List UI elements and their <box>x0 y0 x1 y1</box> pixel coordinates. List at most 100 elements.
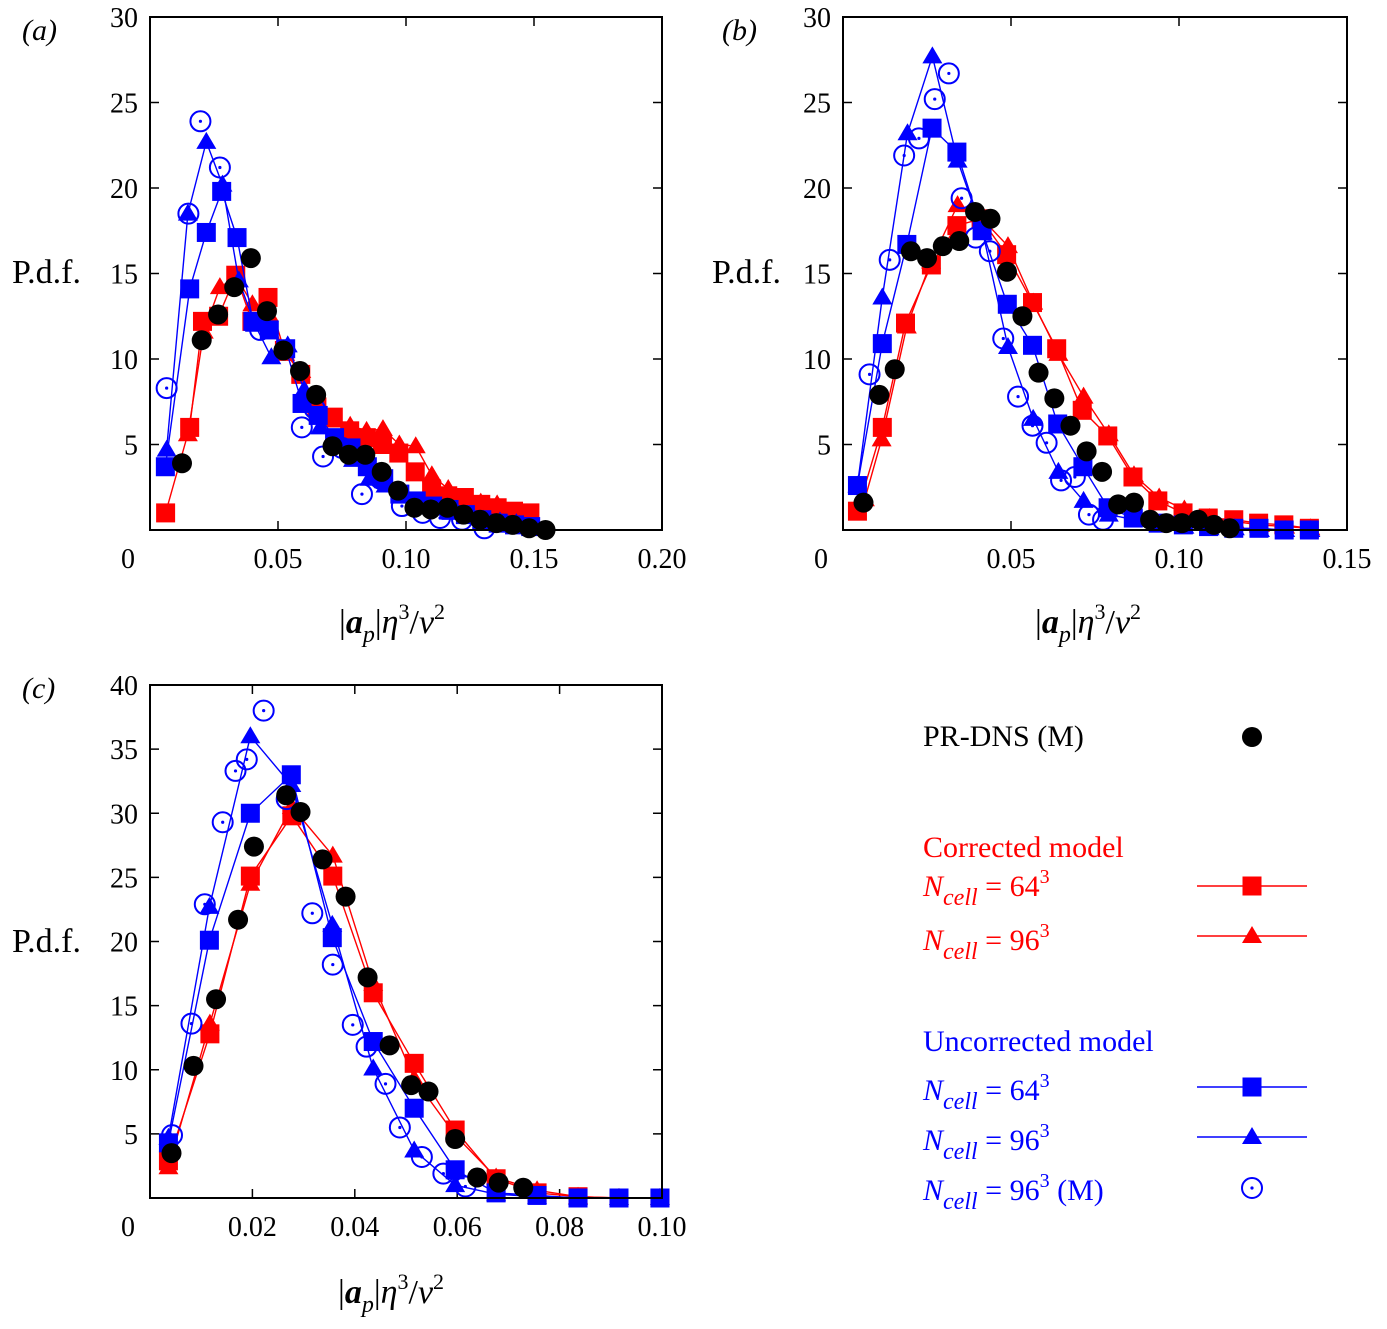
data-point <box>1060 415 1081 436</box>
data-point <box>980 208 1001 229</box>
panel-a-ylabel: P.d.f. <box>12 254 81 291</box>
y-tick-label: 30 <box>803 3 831 34</box>
data-point <box>404 1098 424 1118</box>
data-point <box>276 785 297 806</box>
data-point <box>290 416 313 439</box>
x-tick-label: 0 <box>121 1212 135 1243</box>
panel-c-label: (c) <box>22 672 55 705</box>
data-point <box>445 1160 465 1180</box>
data-point <box>224 277 245 298</box>
data-point <box>1072 400 1092 420</box>
data-point <box>454 489 475 507</box>
data-point <box>947 150 968 168</box>
data-point <box>161 1143 182 1164</box>
x-tick-label: 0.08 <box>535 1212 584 1243</box>
data-point <box>156 439 177 457</box>
data-point <box>438 478 459 496</box>
data-point <box>1028 362 1049 383</box>
data-point <box>240 873 261 891</box>
legend-uncorrected-96-marker <box>1242 1127 1262 1144</box>
data-point <box>1021 414 1044 437</box>
data-point <box>878 248 901 271</box>
panel-b: (b) P.d.f. |ap|η3/ν2 5 10 15 20 25 30 0 0.05 0.1… <box>712 3 1372 648</box>
data-point <box>1172 513 1193 534</box>
data-point <box>371 461 392 482</box>
data-point <box>249 318 272 341</box>
data-point <box>1140 509 1161 530</box>
data-point <box>193 893 216 916</box>
data-point <box>240 803 260 823</box>
data-point <box>608 1188 629 1205</box>
data-point <box>290 801 311 822</box>
data-point <box>183 1055 204 1076</box>
data-point <box>649 1188 670 1205</box>
data-point <box>228 909 249 930</box>
data-point <box>1073 457 1093 477</box>
series-line <box>164 189 531 528</box>
data-point <box>405 436 426 454</box>
data-point <box>341 1013 364 1036</box>
data-point <box>208 156 231 179</box>
y-tick-label: 10 <box>803 345 831 376</box>
data-point <box>488 1172 509 1193</box>
data-point <box>432 1162 455 1185</box>
data-point <box>437 497 458 518</box>
data-point <box>1063 465 1086 488</box>
plot-frame <box>149 684 663 1199</box>
data-point <box>932 236 953 257</box>
data-point <box>359 468 380 486</box>
data-point <box>261 347 282 365</box>
plot-frame <box>842 16 1348 531</box>
data-point <box>421 465 442 483</box>
data-point <box>292 393 312 413</box>
data-point <box>208 304 229 325</box>
data-point <box>470 492 491 510</box>
data-point <box>1023 292 1044 310</box>
data-point <box>418 1081 439 1102</box>
data-point <box>1300 520 1321 537</box>
data-point <box>872 287 893 305</box>
data-point <box>486 1184 507 1202</box>
legend-uncorrected-title: Uncorrected model <box>923 1025 1154 1058</box>
data-point <box>256 301 277 322</box>
legend-dns-label: PR-DNS (M) <box>923 720 1084 753</box>
data-point <box>922 46 943 64</box>
data-point <box>513 1177 534 1198</box>
data-point <box>1012 306 1033 327</box>
data-point <box>156 503 176 523</box>
panel-b-ylabel: P.d.f. <box>712 254 781 291</box>
panel-c-xlabel: |ap|η3/ν2 <box>338 1269 444 1318</box>
panel-c-ylabel: P.d.f. <box>12 923 81 960</box>
data-point <box>206 989 227 1010</box>
data-point <box>1098 424 1119 442</box>
data-point <box>338 444 359 465</box>
series-uncorrected-n-96- <box>158 726 670 1205</box>
data-point <box>453 504 474 525</box>
data-point <box>335 886 356 907</box>
data-point <box>1188 509 1209 530</box>
x-tick-label: 0.02 <box>228 1212 277 1243</box>
series-pr-dns-m- <box>161 785 534 1198</box>
data-point <box>997 337 1018 355</box>
data-point <box>420 499 441 520</box>
legend-uncorrected-96m: Ncell = 963 (M) <box>922 1170 1104 1215</box>
data-point <box>1035 431 1058 454</box>
data-point <box>242 294 263 312</box>
y-tick-label: 30 <box>110 799 138 830</box>
data-point <box>922 118 942 138</box>
data-point <box>388 480 409 501</box>
data-point <box>306 384 327 405</box>
x-tick-label: 0.06 <box>433 1212 482 1243</box>
data-point <box>410 1145 433 1168</box>
data-point <box>180 1012 203 1035</box>
data-point <box>907 127 930 150</box>
y-tick-label: 10 <box>110 1056 138 1087</box>
data-point <box>388 1116 411 1139</box>
x-tick-label: 0.05 <box>987 544 1036 575</box>
data-point <box>401 1075 422 1096</box>
panel-c: (c) P.d.f. |ap|η3/ν2 5 10 15 20 25 30 35 40 0 0.0… <box>12 671 687 1318</box>
data-point <box>872 417 892 437</box>
data-point <box>893 144 916 167</box>
series-uncorrected-n-64- <box>847 118 1319 540</box>
